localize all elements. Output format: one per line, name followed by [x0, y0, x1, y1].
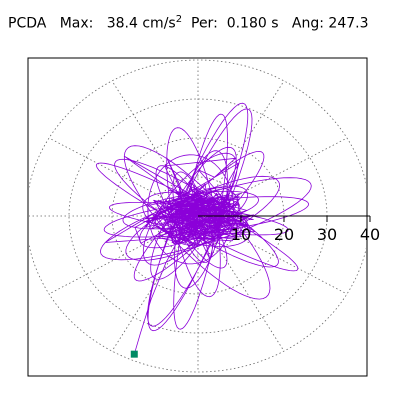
period-value: 0.180 [226, 15, 267, 32]
radial-axis: 10 20 30 40 [198, 215, 380, 244]
radial-tick-label-2: 20 [274, 225, 294, 244]
chart-title: PCDA [8, 15, 47, 32]
grid-ring-4 [29, 59, 366, 373]
period-label: Per: [191, 15, 218, 32]
max-unit-exponent: 2 [175, 14, 183, 25]
acceleration-trace [95, 102, 312, 355]
max-value: 38.4 [106, 15, 138, 32]
grid-spoke-300 [197, 215, 285, 352]
max-label: Max: [59, 15, 94, 32]
radial-tick-label-3: 30 [317, 225, 337, 244]
chart-header: PCDA Max: 38.4 cm/s2 Per: 0.180 s Ang: 2… [8, 14, 369, 32]
max-unit: cm/s [142, 15, 176, 32]
grid-spoke-60 [197, 80, 285, 217]
radial-tick-label-4: 40 [360, 225, 380, 244]
trace-group [95, 102, 312, 355]
grid-spoke-120 [111, 80, 199, 217]
grid-spoke-240 [111, 215, 199, 352]
marker-group [130, 350, 138, 358]
angle-label: Ang: [291, 15, 324, 32]
radial-tick-label-1: 10 [231, 225, 251, 244]
angle-value: 247.3 [328, 15, 369, 32]
peak-marker [130, 350, 138, 358]
period-unit: s [271, 15, 279, 32]
